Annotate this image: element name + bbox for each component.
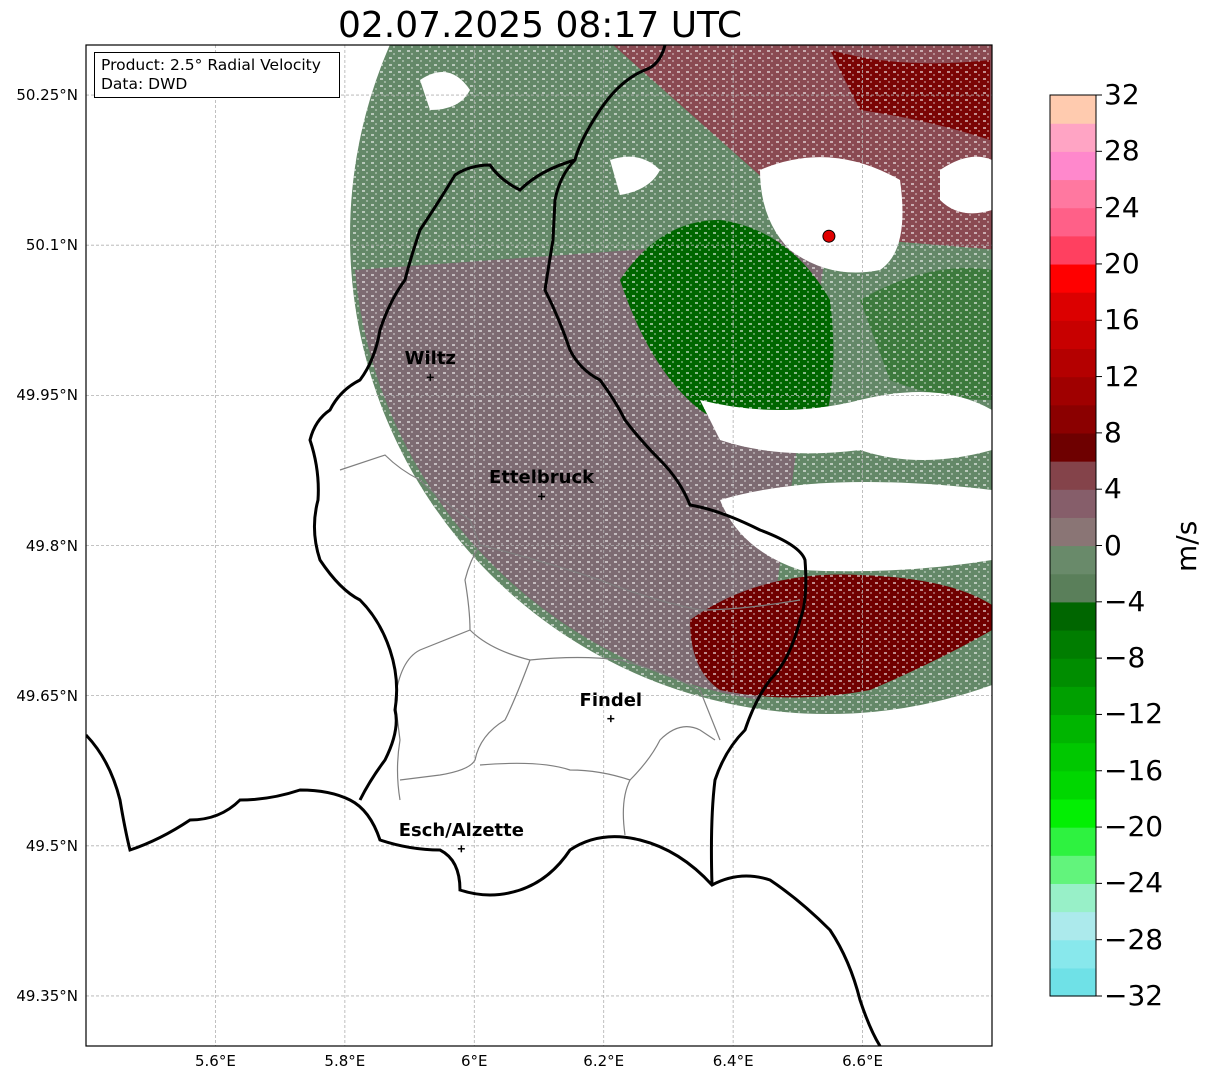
- lat-tick-label: 49.5°N: [25, 836, 78, 855]
- lon-tick-label: 6.2°E: [583, 1052, 625, 1070]
- colorbar-tick-label: 20: [1104, 246, 1140, 280]
- city-label: Ettelbruck: [489, 467, 595, 489]
- colorbar-segment: [1050, 404, 1096, 434]
- lon-tick-label: 6°E: [461, 1052, 488, 1070]
- colorbar-segment: [1050, 292, 1096, 321]
- colorbar-segment: [1050, 517, 1096, 547]
- colorbar-segment: [1050, 939, 1096, 969]
- colorbar-segment: [1050, 151, 1096, 181]
- city-markers: [426, 373, 615, 853]
- colorbar-segment: [1050, 911, 1096, 941]
- radar-gap-n: [420, 72, 470, 110]
- radar-velocity-field: [350, 45, 992, 714]
- colorbar-segment: [1050, 376, 1096, 406]
- colorbar-tick-label: −12: [1104, 697, 1164, 731]
- radar-gap-south: [720, 482, 992, 572]
- colorbar-segment: [1050, 827, 1096, 856]
- colorbar-segment: [1050, 320, 1096, 350]
- colorbar-segment: [1050, 545, 1096, 575]
- radar-gap-center: [760, 157, 903, 273]
- lat-tick-label: 49.65°N: [16, 686, 78, 705]
- colorbar-tick-label: 24: [1104, 190, 1140, 224]
- colorbar-segment: [1050, 855, 1096, 884]
- colorbar-segment: [1050, 629, 1096, 659]
- city-label: Wiltz: [404, 348, 456, 370]
- colorbar-tick-label: −20: [1104, 810, 1164, 844]
- colorbar-tick-label: 16: [1104, 303, 1140, 337]
- colorbar-tick-label: 12: [1104, 359, 1140, 393]
- radar-gap-band: [700, 392, 992, 460]
- colorbar-segment: [1050, 179, 1096, 209]
- colorbar-segment: [1050, 348, 1096, 378]
- lon-tick-label: 5.8°E: [324, 1052, 366, 1070]
- colorbar-segment: [1050, 461, 1096, 490]
- canton-border-south-west: [399, 659, 531, 781]
- canton-border-north: [479, 544, 801, 611]
- colorbar-tick-label: −16: [1104, 753, 1164, 787]
- product-label: Product: 2.5° Radial Velocity: [101, 56, 321, 74]
- border-lux-germany: [543, 45, 808, 886]
- colorbar-tick-label: 32: [1104, 78, 1140, 111]
- city-label: Esch/Alzette: [398, 819, 524, 841]
- lat-tick-label: 50.25°N: [16, 86, 78, 105]
- colorbar-segment: [1050, 686, 1096, 716]
- colorbar-tick-label: −24: [1104, 866, 1164, 900]
- colorbar-unit-label: m/s: [1170, 520, 1203, 572]
- colorbar-frame: [1049, 94, 1097, 997]
- colorbar-segment: [1050, 95, 1096, 124]
- city-marker: [538, 492, 546, 500]
- colorbar-segment: [1050, 798, 1096, 828]
- canton-border-middle: [469, 629, 721, 741]
- colorbar-segment: [1050, 658, 1096, 687]
- lat-tick-label: 49.35°N: [16, 986, 78, 1005]
- colorbar-tick-label: −32: [1104, 979, 1164, 1012]
- colorbar-segment: [1050, 883, 1096, 913]
- lat-tick-label: 50.1°N: [25, 236, 78, 255]
- canton-border-west: [339, 454, 481, 801]
- colorbar-segment: [1050, 489, 1096, 518]
- border-south: [86, 733, 882, 1046]
- lon-tick-label: 5.6°E: [195, 1052, 236, 1070]
- map-frame: [85, 44, 993, 1047]
- border-lux-belgium: [308, 158, 576, 801]
- city-marker: [426, 373, 434, 381]
- canton-border-east: [629, 726, 716, 781]
- colorbar-segment: [1050, 770, 1096, 800]
- lon-tick-label: 6.4°E: [712, 1052, 754, 1070]
- colorbar-segment: [1050, 263, 1096, 293]
- colorbar-segment: [1050, 123, 1096, 152]
- colorbar-segment: [1050, 235, 1096, 265]
- colorbar-tick-label: −28: [1104, 922, 1164, 956]
- info-box: Product: 2.5° Radial Velocity Data: DWD: [94, 52, 340, 98]
- colorbar-tick-label: 28: [1104, 134, 1140, 168]
- colorbar-segment: [1050, 207, 1096, 237]
- map-title: 02.07.2025 08:17 UTC: [337, 5, 743, 46]
- lat-tick-label: 49.95°N: [16, 386, 78, 405]
- radar-gap-ne: [940, 156, 992, 214]
- lat-tick-label: 49.8°N: [25, 536, 78, 555]
- colorbar-segment: [1050, 742, 1096, 772]
- borders: [86, 45, 882, 1046]
- city-marker: [607, 715, 615, 723]
- colorbar-segment: [1050, 573, 1096, 603]
- colorbar: [1050, 94, 1102, 997]
- city-label: Findel: [579, 689, 643, 711]
- colorbar-segment: [1050, 714, 1096, 744]
- colorbar-tick-label: 8: [1104, 415, 1122, 449]
- colorbar-tick-label: −8: [1104, 641, 1146, 675]
- radar-site-marker: [822, 229, 836, 243]
- canton-border-south: [479, 762, 631, 836]
- colorbar-segment: [1050, 601, 1096, 631]
- city-marker: [457, 845, 465, 853]
- radar-gap-nw: [610, 156, 660, 195]
- colorbar-tick-label: −4: [1104, 584, 1146, 618]
- colorbar-segment: [1050, 967, 1096, 997]
- lon-tick-label: 6.6°E: [842, 1052, 883, 1070]
- colorbar-segment: [1050, 432, 1096, 462]
- colorbar-tick-label: 4: [1104, 472, 1122, 506]
- data-source-label: Data: DWD: [101, 75, 188, 93]
- colorbar-tick-label: 0: [1104, 528, 1122, 562]
